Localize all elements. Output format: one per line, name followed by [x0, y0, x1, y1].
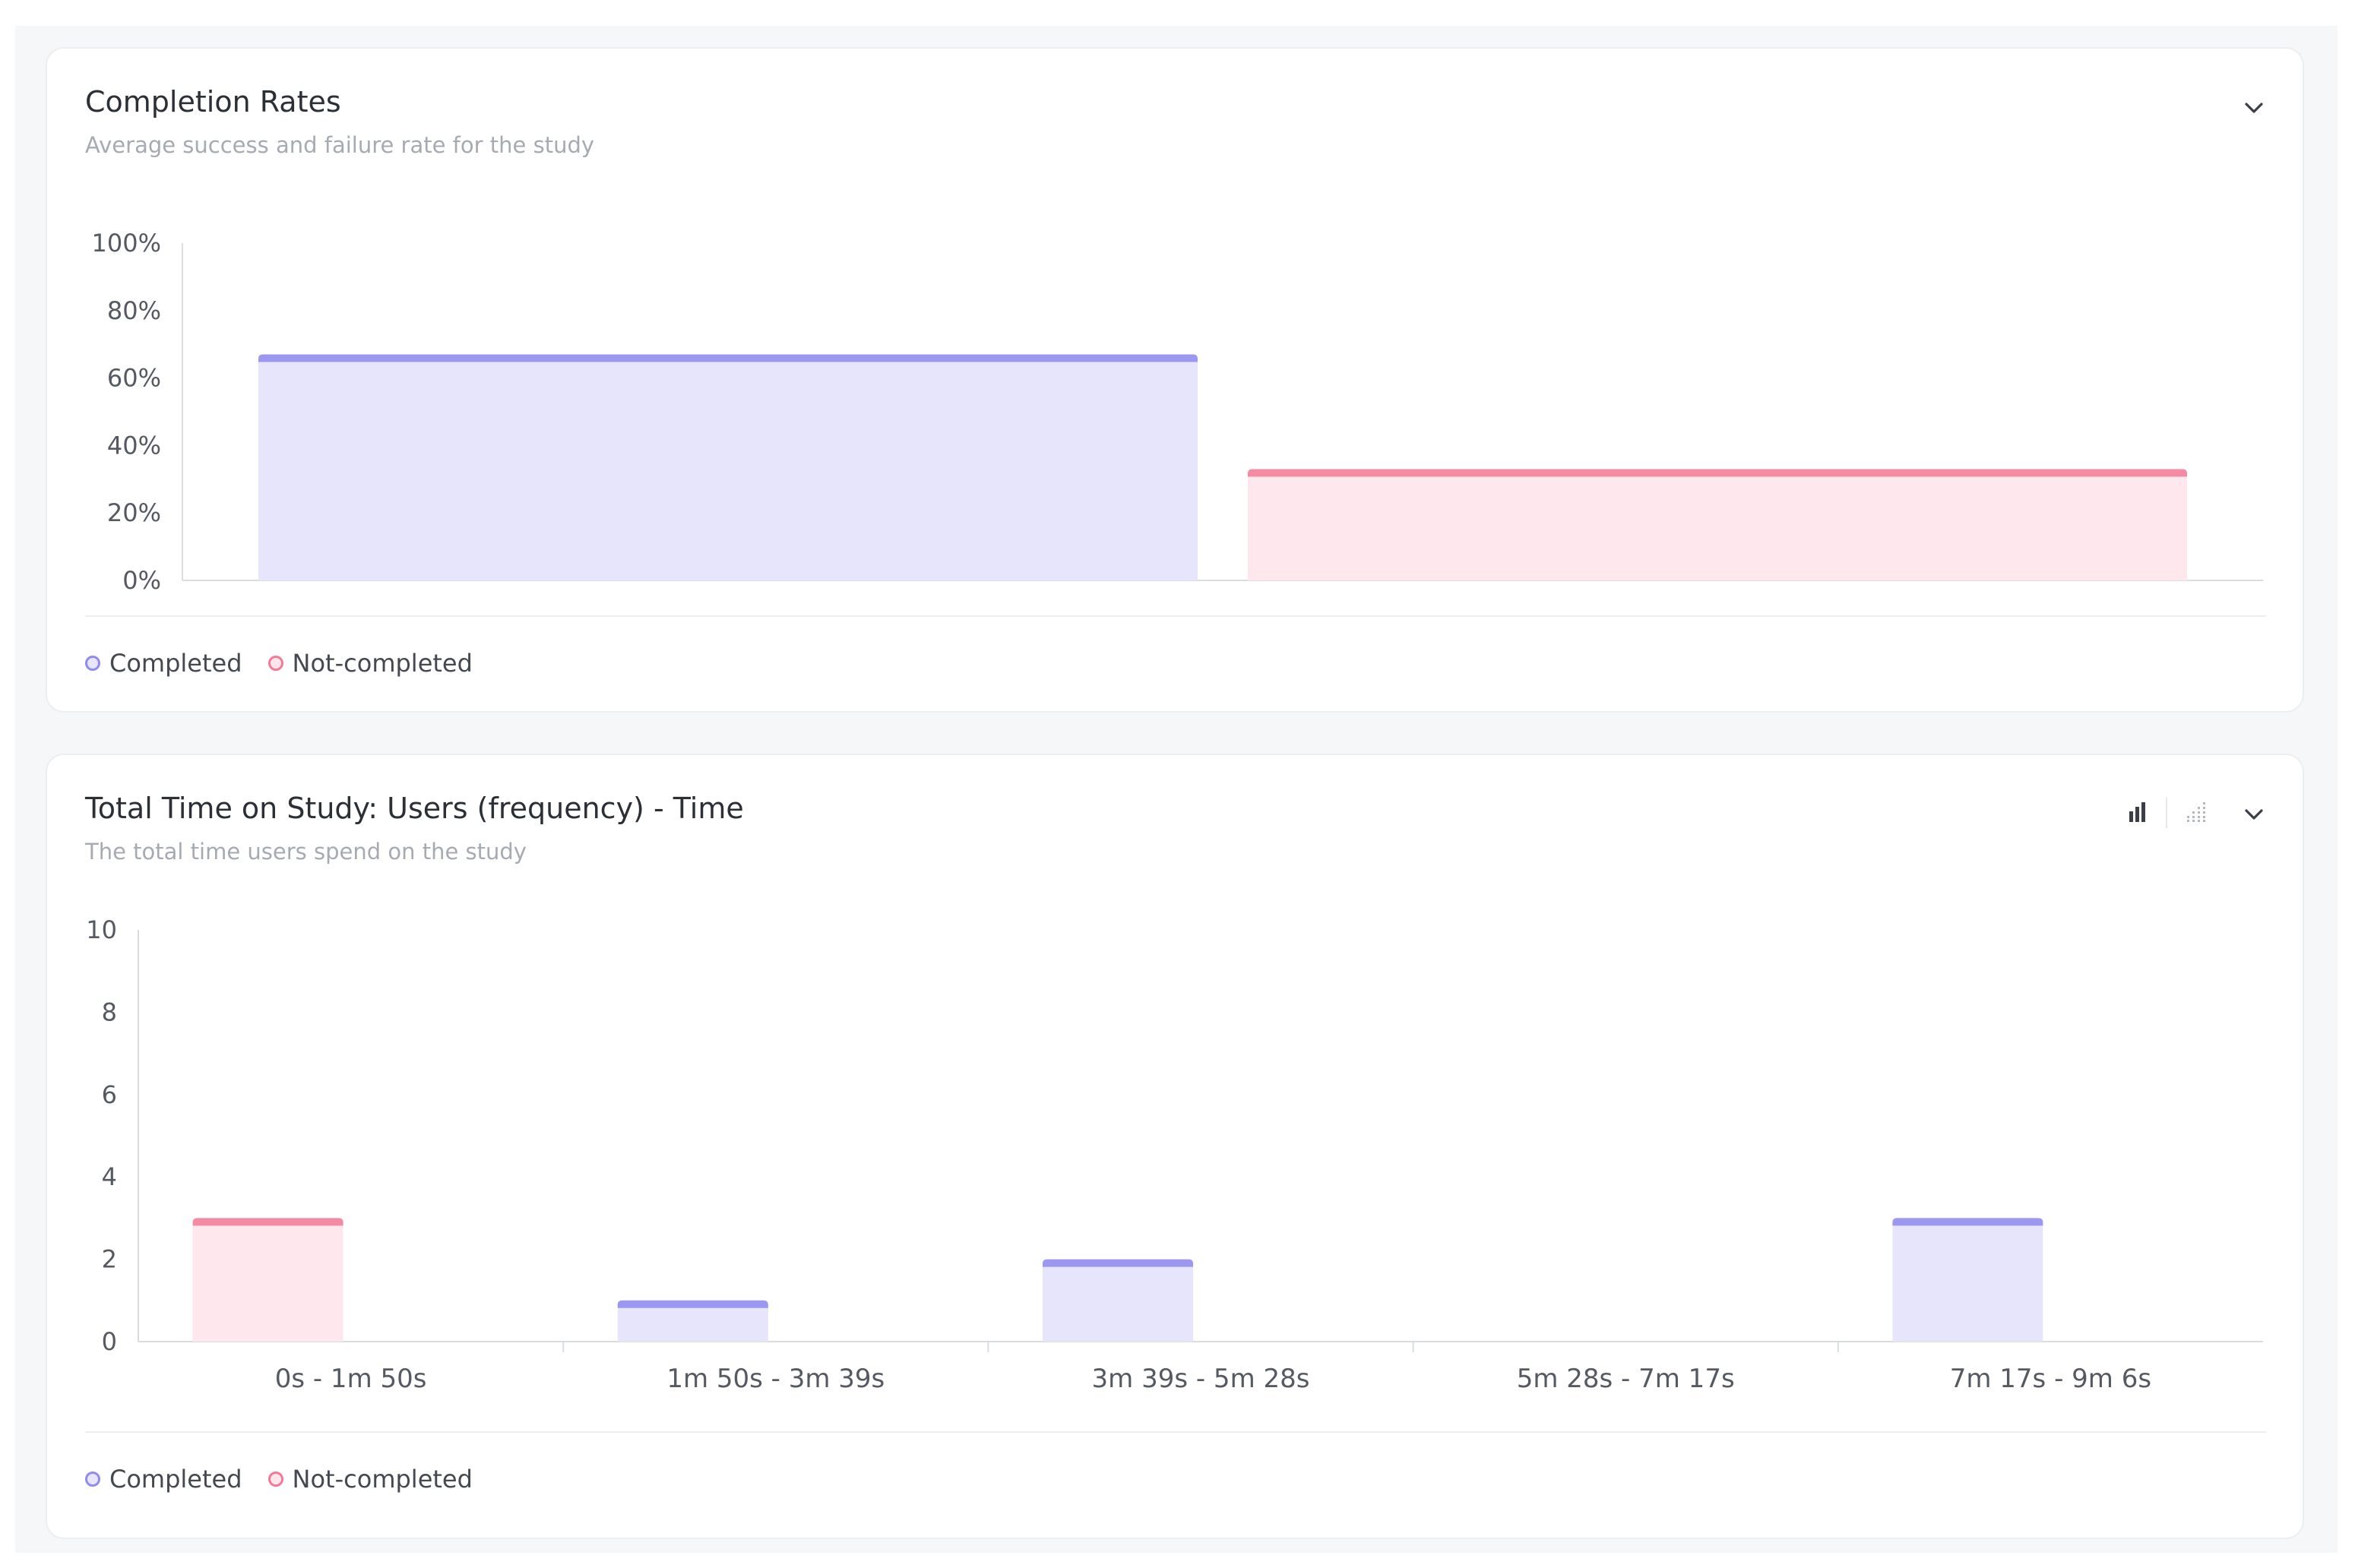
legend-dot-completed-icon — [85, 656, 100, 671]
y-tick-label: 2 — [102, 1245, 117, 1274]
chart-legend: Completed Not-completed — [85, 1465, 473, 1494]
y-tick-label: 0% — [122, 566, 161, 595]
y-tick-label: 4 — [102, 1162, 117, 1191]
page-background: Completion Rates Average success and fai… — [15, 26, 2338, 1553]
chart-legend: Completed Not-completed — [85, 649, 473, 678]
legend-dot-not-completed-icon — [267, 656, 283, 671]
legend-dot-not-completed-icon — [267, 1472, 283, 1487]
chevron-down-icon[interactable] — [2240, 801, 2268, 828]
x-tick-label: 3m 39s - 5m 28s — [1092, 1364, 1310, 1394]
completion-rates-chart: 0% 20% 40% 60% 80% 100% — [92, 229, 2263, 595]
bar-not-completed-fill — [192, 1218, 343, 1342]
divider — [85, 1431, 2266, 1433]
completion-rates-title: Completion Rates — [85, 85, 341, 119]
legend-item-completed[interactable]: Completed — [85, 1465, 242, 1494]
y-tick-label: 20% — [107, 498, 161, 527]
x-tick-label: 1m 50s - 3m 39s — [666, 1364, 885, 1394]
y-tick-label: 100% — [92, 229, 161, 258]
total-time-card: Total Time on Study: Users (frequency) -… — [46, 754, 2304, 1539]
legend-label-not-completed: Not-completed — [292, 649, 473, 678]
completion-rates-subtitle: Average success and failure rate for the… — [85, 132, 595, 158]
bar-not-completed — [1248, 469, 2187, 580]
legend-item-not-completed[interactable]: Not-completed — [267, 1465, 473, 1494]
legend-label-not-completed: Not-completed — [292, 1465, 473, 1494]
y-tick-label: 8 — [102, 997, 117, 1026]
bar-completed-fill — [617, 1300, 768, 1342]
bar-completed-cap — [1892, 1218, 2043, 1226]
x-tick-label: 0s - 1m 50s — [275, 1364, 427, 1394]
legend-item-completed[interactable]: Completed — [85, 649, 242, 678]
legend-label-completed: Completed — [109, 649, 242, 678]
y-tick-label: 80% — [107, 296, 161, 325]
bar-not-completed — [192, 1218, 343, 1342]
total-time-title: Total Time on Study: Users (frequency) -… — [85, 792, 744, 825]
divider — [85, 615, 2266, 617]
bar-completed — [258, 354, 1198, 580]
scatter-chart-icon[interactable] — [2182, 799, 2208, 825]
legend-label-completed: Completed — [109, 1465, 242, 1494]
bar-completed-cap — [617, 1300, 768, 1308]
y-tick-label: 40% — [107, 431, 161, 460]
bar-chart-icon[interactable] — [2125, 799, 2151, 825]
x-tick-label: 7m 17s - 9m 6s — [1950, 1364, 2151, 1394]
bar-completed — [1043, 1259, 1193, 1342]
y-tick-label: 10 — [86, 915, 117, 944]
bar-completed-cap — [258, 354, 1198, 362]
total-time-chart: 0 2 4 6 8 10 0s - 1m 50s 1m 50s - 3m 39s 3m 39s … — [86, 915, 2263, 1394]
chevron-down-icon[interactable] — [2240, 94, 2268, 122]
legend-dot-completed-icon — [85, 1472, 100, 1487]
bar-completed — [1892, 1218, 2043, 1342]
bar-completed-fill — [1892, 1218, 2043, 1342]
bar-completed — [617, 1300, 768, 1342]
bar-not-completed-cap — [1248, 469, 2187, 477]
bar-not-completed-cap — [192, 1218, 343, 1226]
toolbar-divider — [2166, 798, 2167, 828]
y-tick-label: 6 — [102, 1080, 117, 1109]
completion-rates-card: Completion Rates Average success and fai… — [46, 47, 2304, 713]
total-time-subtitle: The total time users spend on the study — [85, 839, 527, 865]
bar-not-completed-fill — [1248, 469, 2187, 580]
y-tick-label: 60% — [107, 364, 161, 393]
x-tick-label: 5m 28s - 7m 17s — [1517, 1364, 1735, 1394]
legend-item-not-completed[interactable]: Not-completed — [267, 649, 473, 678]
bar-completed-fill — [258, 354, 1198, 580]
y-tick-label: 0 — [102, 1327, 117, 1356]
bar-completed-cap — [1043, 1259, 1193, 1267]
bar-completed-fill — [1043, 1259, 1193, 1342]
